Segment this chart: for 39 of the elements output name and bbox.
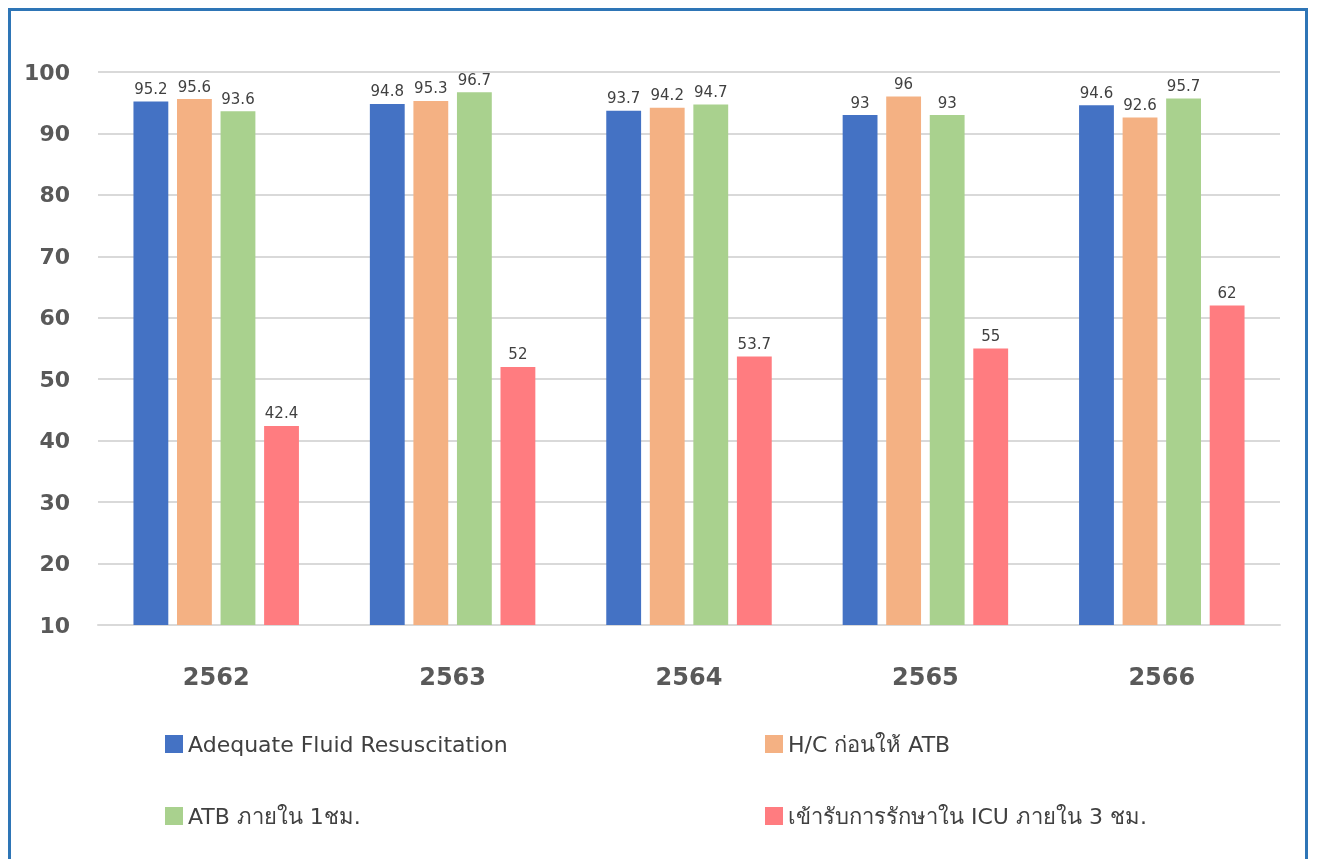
data-label: 52 xyxy=(508,345,528,364)
y-tick-label: 10 xyxy=(39,612,70,638)
legend-label: H/C ก่อนให้ ATB xyxy=(788,731,951,757)
y-tick-label: 60 xyxy=(39,305,70,331)
legend-label: ATB ภายใน 1ชม. xyxy=(188,803,361,829)
legend-label: Adequate Fluid Resuscitation xyxy=(188,731,508,757)
data-label: 94.6 xyxy=(1079,83,1114,102)
y-tick-label: 70 xyxy=(39,243,70,269)
y-tick-label: 90 xyxy=(39,120,70,146)
data-label: 93.7 xyxy=(606,89,641,108)
x-tick-label: 2566 xyxy=(1128,663,1196,691)
x-tick-label: 2562 xyxy=(182,663,250,691)
data-label: 92.6 xyxy=(1123,95,1157,114)
y-tick-label: 50 xyxy=(39,366,70,392)
x-tick-label: 2564 xyxy=(655,663,723,691)
data-label: 95.6 xyxy=(177,77,212,96)
data-label: 94.2 xyxy=(650,86,684,105)
data-label: 96 xyxy=(894,75,914,94)
data-label: 95.7 xyxy=(1166,76,1201,95)
data-label: 93.6 xyxy=(221,89,255,108)
data-label: 42.4 xyxy=(264,404,299,423)
data-label: 94.7 xyxy=(694,83,728,102)
data-label: 95.3 xyxy=(414,79,448,98)
legend-label: เข้ารับการรักษาใน ICU ภายใน 3 ชม. xyxy=(788,803,1147,829)
data-label: 55 xyxy=(981,327,1001,345)
data-label: 96.7 xyxy=(457,70,492,89)
data-label: 93 xyxy=(937,93,957,112)
data-label: 93 xyxy=(850,93,870,112)
y-tick-label: 20 xyxy=(39,551,70,577)
y-tick-label: 30 xyxy=(39,489,70,515)
x-tick-label: 2565 xyxy=(892,663,959,691)
data-label: 53.7 xyxy=(737,334,772,353)
data-label: 94.8 xyxy=(370,82,404,101)
y-tick-label: 100 xyxy=(24,59,70,85)
data-label: 62 xyxy=(1217,283,1237,302)
y-tick-label: 80 xyxy=(39,182,70,208)
y-tick-label: 40 xyxy=(39,428,70,454)
x-tick-label: 2563 xyxy=(419,663,486,691)
data-label: 95.2 xyxy=(134,79,168,98)
